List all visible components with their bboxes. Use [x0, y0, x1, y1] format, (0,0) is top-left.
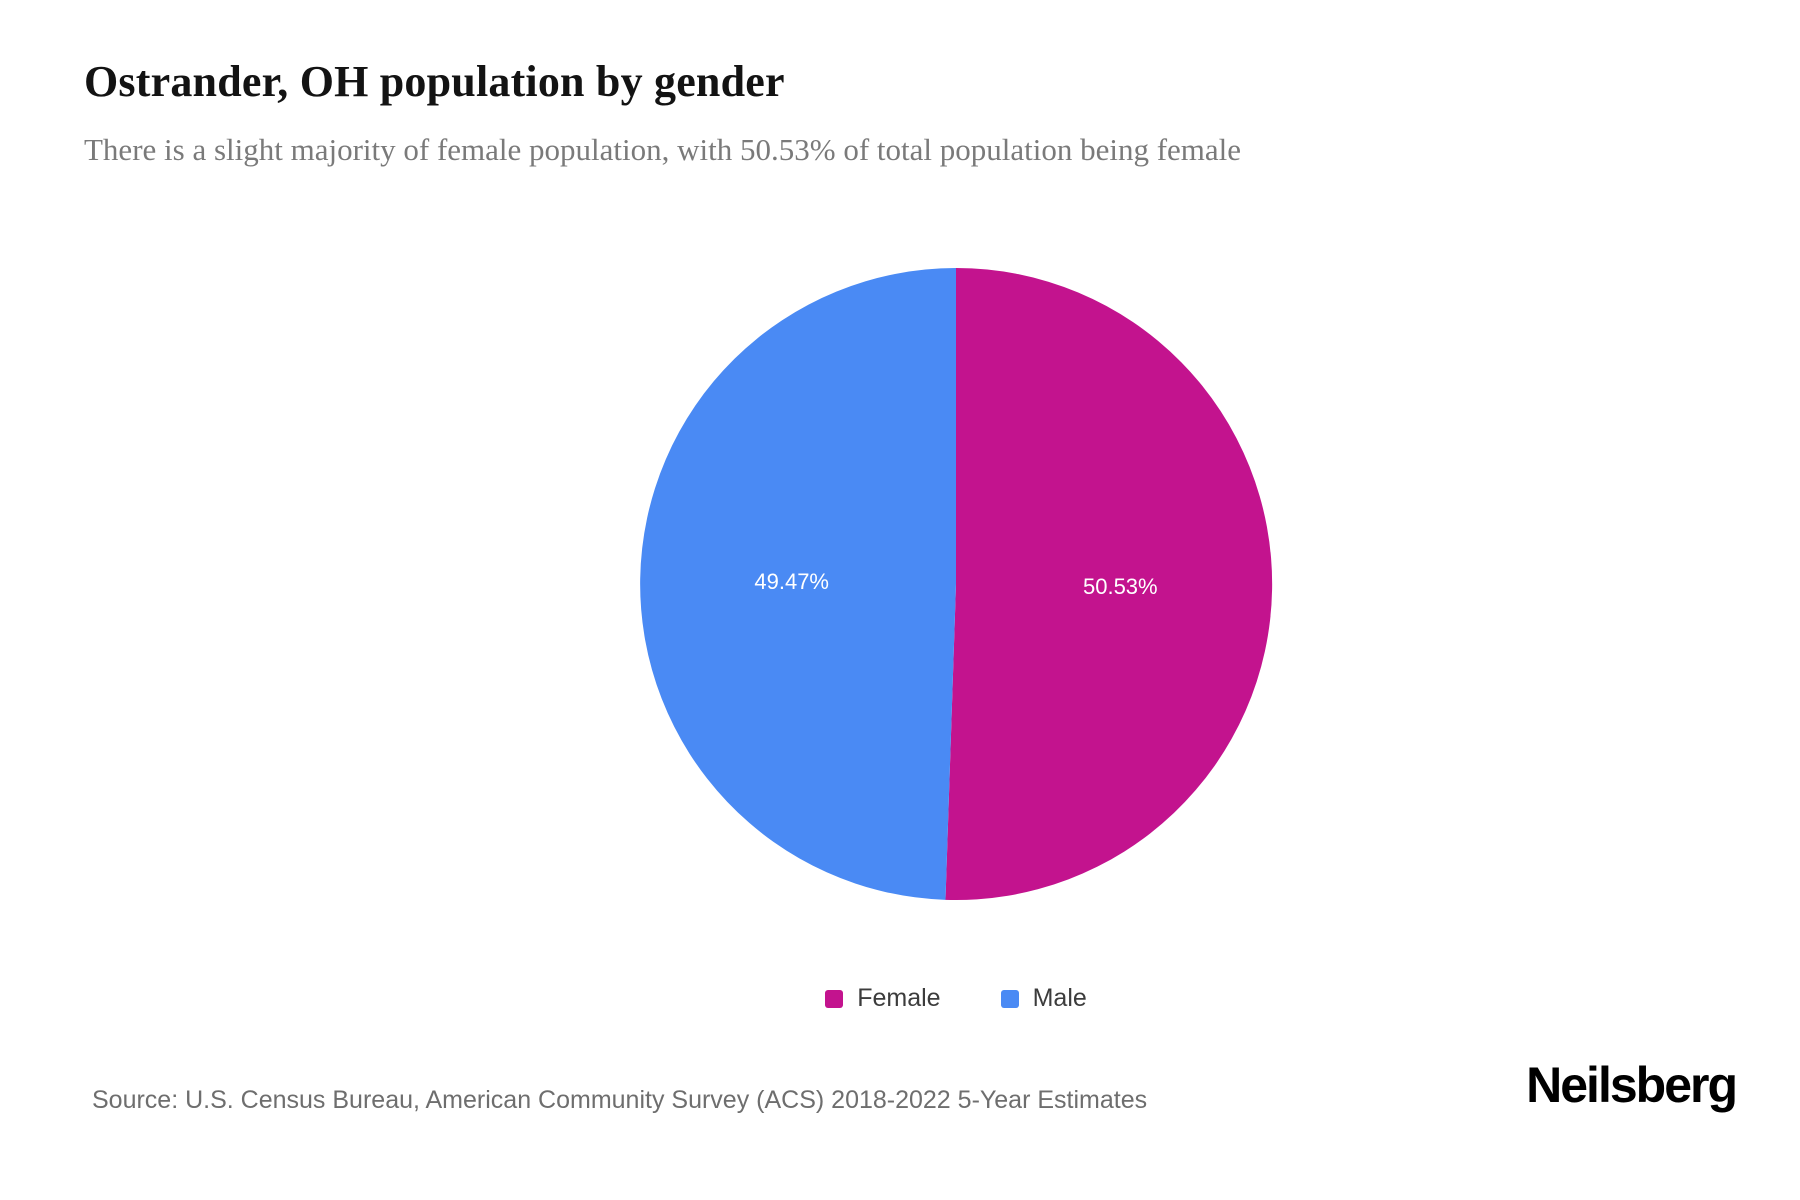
source-note: Source: U.S. Census Bureau, American Com… — [92, 1086, 1148, 1114]
legend-label-female: Female — [857, 984, 941, 1012]
legend: Female Male — [636, 984, 1276, 1013]
chart-title: Ostrander, OH population by gender — [84, 57, 785, 106]
brand-logo: Neilsberg — [1526, 1057, 1738, 1113]
legend-label-male: Male — [1032, 984, 1087, 1012]
pie-chart: 50.53% 49.47% — [636, 264, 1276, 904]
legend-swatch-female-icon — [825, 989, 844, 1008]
slice-label-female: 50.53% — [1083, 574, 1158, 599]
chart-subtitle: There is a slight majority of female pop… — [84, 132, 1242, 167]
legend-swatch-male-icon — [1000, 989, 1019, 1008]
pie-slice-female[interactable] — [945, 267, 1273, 900]
legend-item-female[interactable]: Female — [825, 984, 941, 1013]
legend-item-male[interactable]: Male — [1000, 984, 1087, 1013]
pie-svg: 50.53% 49.47% — [640, 267, 1273, 900]
pie-slice-male[interactable] — [640, 268, 956, 900]
slice-label-male: 49.47% — [754, 569, 829, 594]
